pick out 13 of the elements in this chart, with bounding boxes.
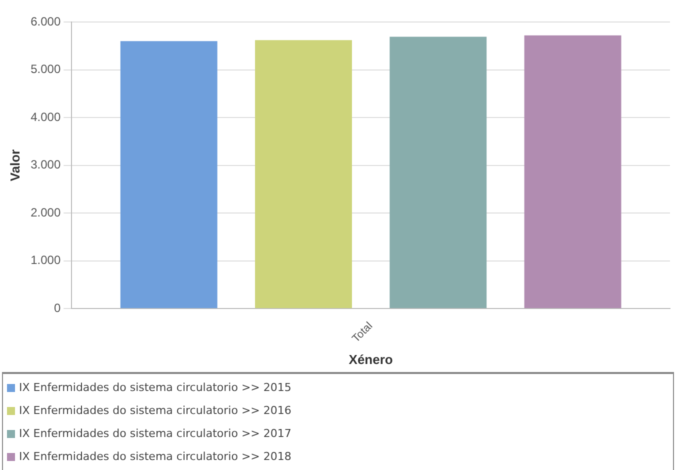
y-axis-title: Valor (7, 149, 22, 182)
legend-label: IX Enfermidades do sistema circulatorio >> 2018 (19, 449, 292, 465)
legend-label: IX Enfermidades do sistema circulatorio >> 2017 (19, 426, 292, 442)
legend-label: IX Enfermidades do sistema circulatorio >> 2015 (19, 380, 292, 396)
legend-label: IX Enfermidades do sistema circulatorio >> 2016 (19, 403, 292, 419)
x-axis-title: Xénero (348, 352, 393, 367)
y-tick-label: 5.000 (30, 62, 61, 76)
y-tick-label: 3.000 (30, 158, 61, 172)
y-tick-label: 1.000 (30, 253, 61, 268)
y-tick-label: 2.000 (30, 205, 61, 220)
y-tick-label: 0 (54, 300, 61, 315)
y-tick-label: 6.000 (30, 14, 61, 28)
y-tick-label: 4.000 (30, 110, 61, 124)
